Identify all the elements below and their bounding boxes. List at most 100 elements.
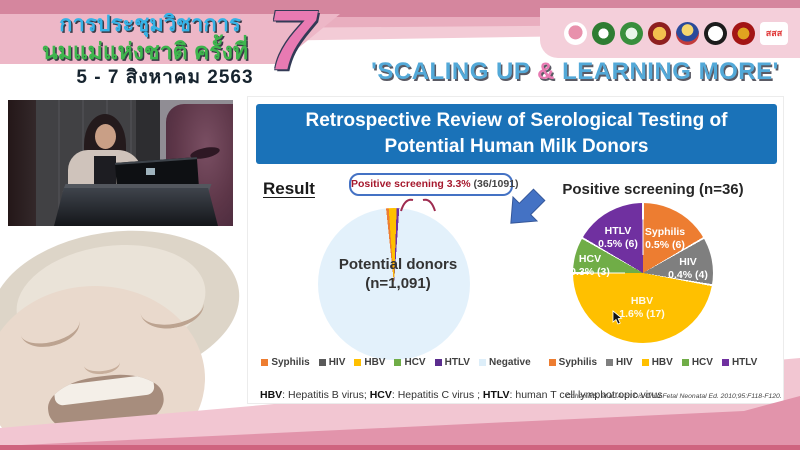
footnote-text: : human T cell lymphotropic virus xyxy=(509,389,663,401)
conference-date: 5 - 7 สิงหาคม 2563 xyxy=(76,67,254,88)
slice-value: 0.3% (3) xyxy=(570,266,610,278)
left-pie-chart xyxy=(318,208,470,360)
legend-label: Syphilis xyxy=(558,357,598,368)
legend-item-hbv: HBV xyxy=(354,357,385,368)
slice-label-hbv: HBV 1.6% (17) xyxy=(619,295,665,321)
video-dark-wall xyxy=(8,100,36,226)
syphilis-color-swatch xyxy=(261,359,269,366)
banner-left-pink-block xyxy=(0,14,340,64)
slice-value: 0.5% (6) xyxy=(598,238,638,250)
footnote-hbv: HBV xyxy=(260,389,283,401)
thai-health-promotion-sss-logo: สสส xyxy=(760,21,788,45)
left-pie-center-label: Potential donors (n=1,091) xyxy=(308,255,488,293)
legend-item-hiv: HIV xyxy=(606,357,633,368)
legend-label: Negative xyxy=(488,357,531,368)
legend-label: HIV xyxy=(328,357,346,368)
hcv-color-swatch xyxy=(394,359,402,366)
footnote-htlv: HTLV xyxy=(482,389,510,401)
speaker-video-feed xyxy=(8,100,233,226)
mouse-cursor-icon xyxy=(612,310,623,325)
slogan-prefix: 'SCALING UP xyxy=(371,58,538,85)
slice-value: 0.4% (4) xyxy=(668,269,708,281)
slice-name: HBV xyxy=(630,295,654,307)
legend-item-hiv: HIV xyxy=(318,357,346,368)
footnote-text: : Hepatitis B virus; xyxy=(282,389,370,401)
left-pie-label-line1: Potential donors xyxy=(338,256,458,273)
syphilis-color-swatch xyxy=(548,359,556,366)
hbv-color-swatch xyxy=(354,359,362,366)
footnote-text: : Hepatitis C virus ; xyxy=(391,389,483,401)
slice-name: HCV xyxy=(578,253,602,265)
conference-slogan: 'SCALING UP & LEARNING MORE' xyxy=(355,58,795,86)
legend-item-hbv: HBV xyxy=(641,357,673,368)
legend-item-syphilis: Syphilis xyxy=(261,357,310,368)
legend-item-htlv: HTLV xyxy=(434,357,470,368)
slogan-suffix: LEARNING MORE' xyxy=(554,58,779,85)
slide-title-line1: Retrospective Review of Serological Test… xyxy=(305,110,728,131)
slice-label-htlv: HTLV 0.5% (6) xyxy=(598,225,638,251)
footnote-hcv: HCV xyxy=(369,389,392,401)
sponsor-logos-panel: สสส xyxy=(540,8,800,58)
hbv-color-swatch xyxy=(641,359,649,366)
slice-label-hcv: HCV 0.3% (3) xyxy=(570,253,610,279)
slide-title-line2: Potential Human Milk Donors xyxy=(384,136,649,157)
medical-council-seal-logo xyxy=(704,21,727,45)
hiv-color-swatch xyxy=(606,359,614,366)
slice-name: HIV xyxy=(679,256,697,268)
legend-item-negative: Negative xyxy=(478,357,531,368)
legend-item-hcv: HCV xyxy=(681,357,713,368)
reference-citation: Cohen RS, et al. Arch Dis Child Fetal Ne… xyxy=(566,393,782,400)
legend-label: HBV xyxy=(364,357,386,368)
callout-bold-text: Positive screening 3.3% xyxy=(351,178,471,190)
slide-title: Retrospective Review of Serological Test… xyxy=(256,104,777,164)
university-crest-logo xyxy=(648,21,671,45)
slice-name: Syphilis xyxy=(644,226,686,238)
legend-label: Syphilis xyxy=(271,357,310,368)
laptop-logo xyxy=(146,168,155,175)
legend-label: HTLV xyxy=(444,357,470,368)
public-health-ministry-logo xyxy=(620,21,643,45)
blue-arrow-icon xyxy=(510,188,546,224)
hcv-color-swatch xyxy=(681,359,689,366)
edition-number-7: 7 xyxy=(268,0,315,87)
podium xyxy=(54,188,218,226)
green-health-seal-logo xyxy=(592,21,615,45)
slice-label-syphilis: Syphilis 0.5% (6) xyxy=(645,226,685,252)
positive-screening-callout: Positive screening 3.3% (36/1091) xyxy=(349,173,519,196)
callout-fraction-text: (36/1091) xyxy=(470,178,519,190)
legend-label: HTLV xyxy=(731,357,758,368)
legend-item-htlv: HTLV xyxy=(721,357,758,368)
htlv-color-swatch xyxy=(721,359,729,366)
speaker-face xyxy=(95,124,116,149)
legend-label: HCV xyxy=(404,357,426,368)
left-pie-label-line2: (n=1,091) xyxy=(365,275,431,292)
legend-item-syphilis: Syphilis xyxy=(548,357,598,368)
result-heading: Result xyxy=(263,179,315,198)
slice-value: 1.6% (17) xyxy=(619,308,665,320)
abbreviation-footnote: HBV: Hepatitis B virus; HCV: Hepatitis C… xyxy=(260,389,663,401)
conference-title-line1: การประชุมวิชาการ xyxy=(59,11,241,36)
right-pie-chart xyxy=(573,203,713,343)
legend-label: HCV xyxy=(691,357,713,368)
legend-label: HIV xyxy=(616,357,633,368)
royal-institute-red-logo xyxy=(732,21,755,45)
legend-label: HBV xyxy=(651,357,673,368)
footer-band-dark-pink xyxy=(0,445,800,450)
slice-value: 0.5% (6) xyxy=(645,239,685,251)
slice-label-hiv: HIV 0.4% (4) xyxy=(668,256,708,282)
htlv-color-swatch xyxy=(434,359,442,366)
left-pie-legend: Syphilis HIV HBV HCV HTLV Negative xyxy=(261,357,531,368)
conference-title-line2: นมแม่แห่งชาติ ครั้งที่ xyxy=(41,38,249,64)
slice-name: HTLV xyxy=(604,225,632,237)
breastfeeding-foundation-logo xyxy=(564,21,587,45)
hiv-color-swatch xyxy=(318,359,326,366)
negative-color-swatch xyxy=(478,359,486,366)
callout-pointer-brace xyxy=(400,198,436,212)
legend-item-hcv: HCV xyxy=(394,357,426,368)
slogan-ampersand: & xyxy=(537,58,555,85)
royal-college-crest-logo xyxy=(676,21,699,45)
presentation-slide: Retrospective Review of Serological Test… xyxy=(247,96,784,404)
right-pie-legend: Syphilis HIV HBV HCV HTLV xyxy=(548,357,758,368)
right-pie-title: Positive screening (n=36) xyxy=(562,181,744,198)
